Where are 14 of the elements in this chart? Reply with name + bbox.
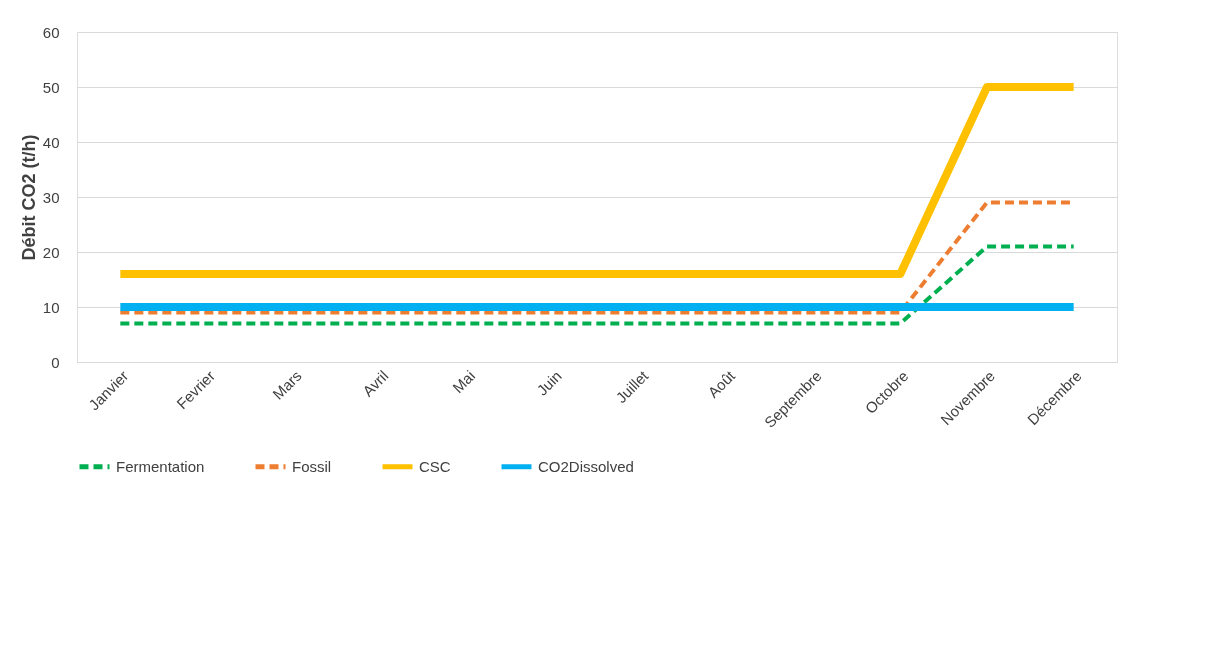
y-tick-label: 30 <box>42 188 60 206</box>
legend-label: CO2Dissolved <box>538 457 634 475</box>
y-tick-label: 20 <box>42 243 60 261</box>
y-tick-label: 10 <box>42 298 60 316</box>
y-tick-label: 60 <box>42 23 60 41</box>
x-tick-label: Mai <box>448 367 479 397</box>
x-tick-label: Juin <box>533 367 565 399</box>
y-tick-label: 50 <box>42 78 60 96</box>
legend-label: Fermentation <box>116 457 205 475</box>
y-tick-label: 0 <box>51 353 60 371</box>
y-tick-label: 40 <box>42 133 60 151</box>
legend-label: CSC <box>419 457 451 475</box>
y-axis-title: Débit CO2 (t/h) <box>18 134 39 261</box>
legend-label: Fossil <box>292 457 332 475</box>
